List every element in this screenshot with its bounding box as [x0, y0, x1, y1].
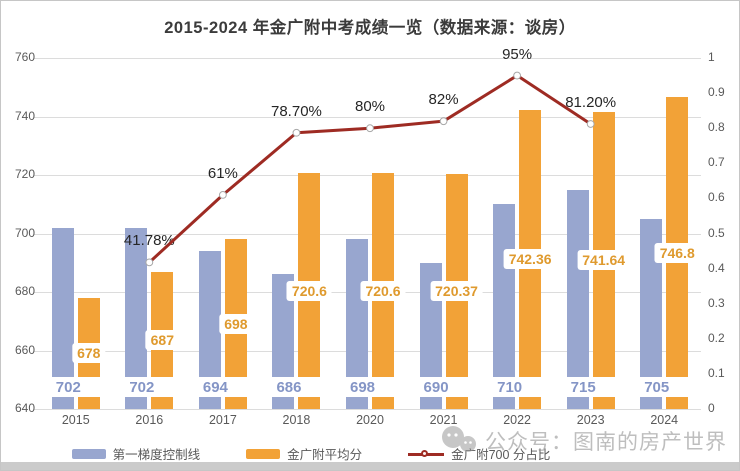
- bar-label-control-line: 690: [423, 379, 449, 396]
- bar-control-line: [272, 274, 295, 409]
- legend-label-700-ratio: 金广附700 分占比: [451, 448, 551, 462]
- red-line-marker-dot: [421, 449, 429, 457]
- red-line-swatch-icon: [408, 448, 445, 460]
- bar-label-control-line: 686: [276, 379, 302, 396]
- line-point-label: 61%: [207, 164, 238, 182]
- gridline: [34, 58, 701, 59]
- bar-label-control-line: 698: [350, 379, 376, 396]
- bar-label-control-line: 705: [644, 379, 670, 396]
- bar-label-average: 746.8: [654, 242, 700, 263]
- bar-label-control-line: 694: [202, 379, 228, 396]
- bar-label-backplate: [637, 377, 692, 397]
- x-axis-tick: 2017: [208, 413, 237, 427]
- legend-item-control-line: 第一梯度控制线: [71, 444, 201, 463]
- y-axis-tick-right: 0.8: [708, 120, 725, 135]
- y-axis-tick-right: 0.4: [708, 260, 725, 275]
- y-axis-tick-left: 640: [14, 401, 35, 415]
- bar-label-average: 678: [72, 343, 106, 364]
- orange-bar-swatch-icon: [246, 448, 281, 459]
- y-axis-tick-left: 720: [14, 167, 35, 181]
- bottom-strip: [1, 462, 739, 470]
- y-axis-tick-right: 0.7: [708, 155, 725, 170]
- line-point-label: 82%: [428, 91, 459, 109]
- y-axis-tick-right: 0.3: [708, 295, 725, 310]
- y-axis-tick-left: 740: [14, 108, 35, 123]
- y-axis-tick-right: 0.5: [708, 225, 725, 240]
- y-axis-tick-left: 760: [14, 50, 35, 64]
- y-axis-tick-right: 0: [708, 401, 715, 415]
- y-axis-tick-right: 0.1: [708, 365, 725, 380]
- line-point-label: 95%: [502, 45, 533, 63]
- x-axis-tick: 2022: [503, 413, 532, 427]
- legend-label-control-line: 第一梯度控制线: [112, 448, 201, 462]
- chart-title: 2015-2024 年金广附中考成绩一览（数据来源：谈房）: [164, 19, 576, 37]
- watermark: 公众号：图南的房产世界: [439, 425, 727, 457]
- x-axis-tick: 2024: [650, 413, 679, 427]
- bar-label-backplate: [343, 377, 397, 397]
- x-axis-tick: 2018: [282, 413, 311, 427]
- bar-label-average: 698: [219, 314, 253, 335]
- bar-label-backplate: [490, 377, 545, 397]
- bar-label-backplate: [48, 377, 103, 397]
- watermark-text: 公众号：图南的房产世界: [485, 431, 727, 454]
- bar-label-control-line: 702: [55, 379, 81, 396]
- legend-item-average: 金广附平均分: [246, 444, 362, 463]
- y-axis-tick-left: 680: [14, 284, 35, 298]
- legend: 第一梯度控制线 金广附平均分 金广附700 分占比: [1, 444, 621, 463]
- x-axis-tick: 2021: [429, 413, 458, 427]
- bar-label-average: 720.37: [430, 281, 483, 302]
- wechat-bubbles-icon: [442, 426, 476, 452]
- bar-label-control-line: 702: [129, 379, 155, 396]
- bar-label-backplate: [269, 377, 324, 397]
- y-axis-tick-right: 0.2: [708, 330, 725, 345]
- line-point-label: 41.78%: [123, 232, 175, 250]
- bar-label-control-line: 710: [497, 379, 523, 396]
- line-point-label: 81.20%: [565, 93, 617, 111]
- legend-item-700-ratio: 金广附700 分占比: [408, 444, 550, 463]
- y-axis-tick-left: 660: [14, 342, 35, 357]
- legend-label-average: 金广附平均分: [287, 448, 363, 462]
- x-axis-tick: 2015: [61, 413, 90, 427]
- bar-label-average: 720.6: [360, 281, 406, 302]
- bar-label-control-line: 715: [570, 379, 596, 396]
- bar-control-line: [640, 218, 663, 409]
- bar-label-average: 741.64: [577, 250, 631, 271]
- x-axis-tick: 2020: [356, 413, 384, 427]
- y-axis-tick-left: 700: [14, 225, 35, 240]
- bar-label-average: 742.36: [503, 249, 557, 270]
- gridline: [34, 409, 701, 410]
- bar-control-line: [198, 251, 221, 409]
- x-axis-tick: 2016: [135, 413, 164, 427]
- bar-label-backplate: [122, 377, 177, 397]
- line-point-label: 78.70%: [271, 102, 322, 120]
- bar-control-line: [125, 227, 148, 409]
- bar-label-backplate: [563, 377, 618, 397]
- blue-bar-swatch-icon: [71, 448, 106, 459]
- bar-label-backplate: [416, 377, 471, 397]
- y-axis-tick-right: 1: [708, 50, 715, 64]
- line-point-label: 80%: [354, 98, 386, 116]
- y-axis-tick-right: 0.6: [708, 190, 725, 205]
- x-axis-tick: 2023: [576, 413, 605, 427]
- bar-label-average: 720.6: [286, 281, 332, 302]
- y-axis-tick-right: 0.9: [708, 85, 725, 100]
- bar-label-average: 687: [145, 330, 180, 351]
- bar-label-backplate: [195, 377, 250, 397]
- bar-control-line: [51, 227, 74, 409]
